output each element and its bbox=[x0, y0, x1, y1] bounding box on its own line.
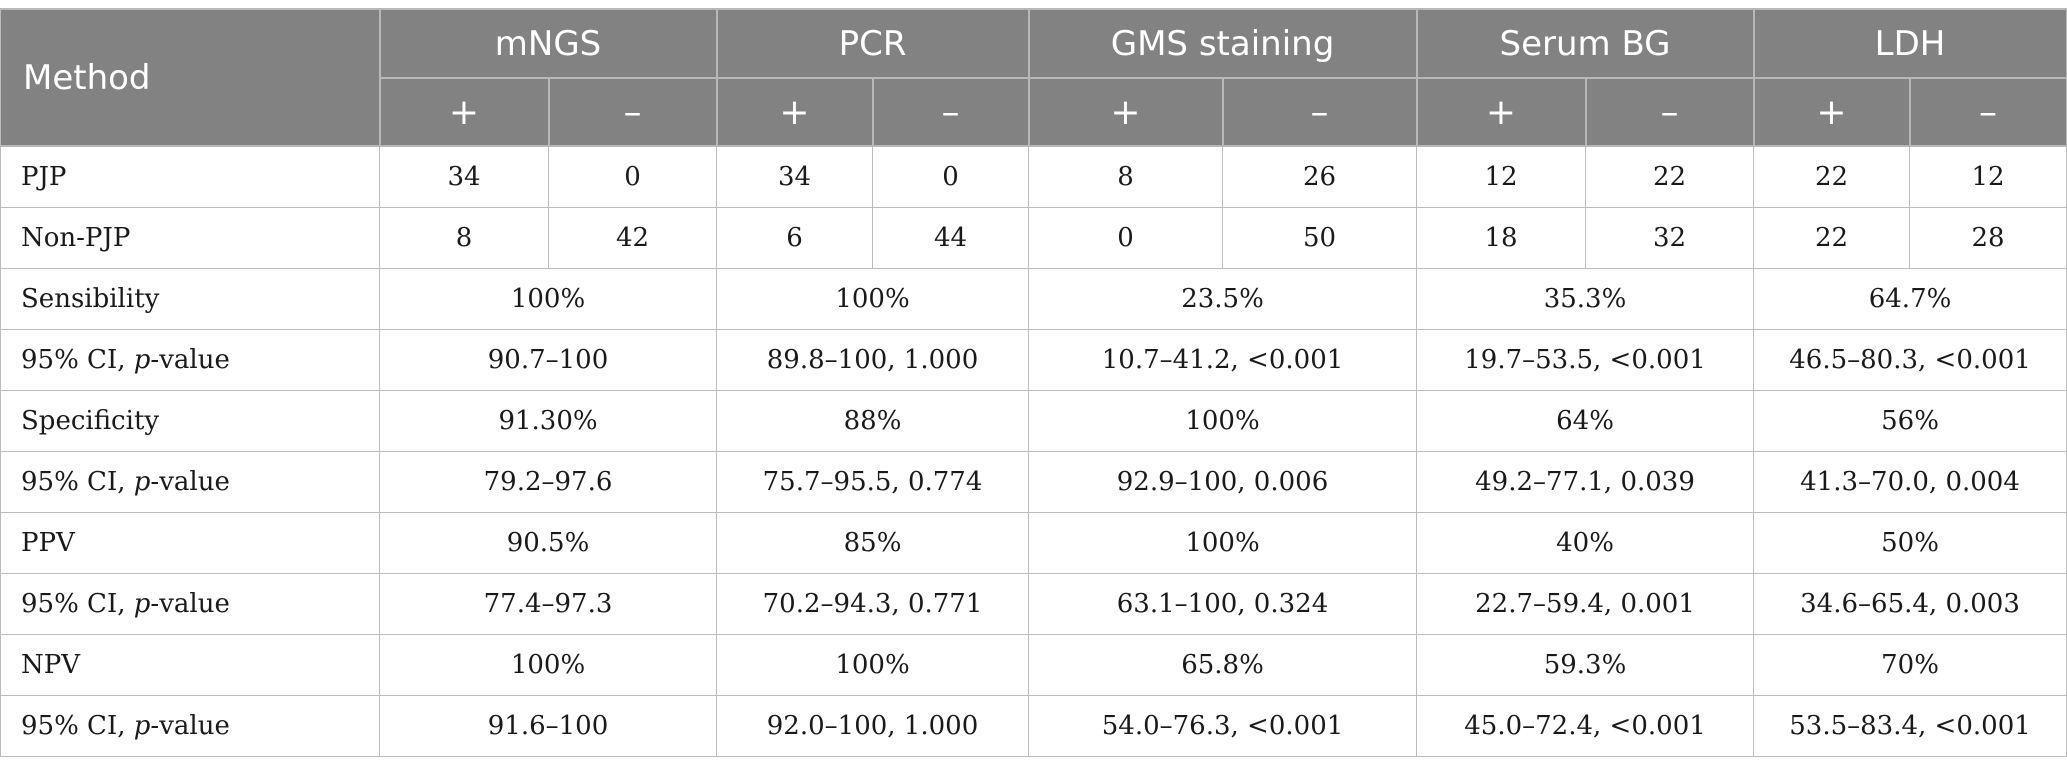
table-cell: 23.5% bbox=[1028, 268, 1418, 330]
table-cell: 8 bbox=[379, 207, 549, 269]
table-cell: 90.7–100 bbox=[378, 329, 718, 391]
table-cell: 91.30% bbox=[378, 390, 718, 452]
table-cell: 22.7–59.4, 0.001 bbox=[1416, 573, 1755, 635]
table-row: NPV 100% 100% 65.8% 59.3% 70% bbox=[0, 634, 2067, 696]
method-header-ldh: LDH bbox=[1752, 8, 2067, 79]
diagnostic-performance-table: Method mNGS PCR GMS staining Serum BG LD… bbox=[0, 8, 2067, 757]
row-label: Sensibility bbox=[0, 268, 380, 330]
table-cell: 75.7–95.5, 0.774 bbox=[716, 451, 1030, 513]
row-label: 95% CI, p-value bbox=[0, 329, 380, 391]
table-cell: 100% bbox=[716, 634, 1030, 696]
table-cell: 100% bbox=[378, 268, 718, 330]
table-cell: 89.8–100, 1.000 bbox=[716, 329, 1030, 391]
table-row: Sensibility 100% 100% 23.5% 35.3% 64.7% bbox=[0, 268, 2067, 330]
plus-subheader: + bbox=[379, 77, 550, 147]
table-row: 95% CI, p-value 77.4–97.3 70.2–94.3, 0.7… bbox=[0, 573, 2067, 635]
table-cell: 42 bbox=[547, 207, 718, 269]
row-label: Specificity bbox=[0, 390, 380, 452]
minus-subheader: – bbox=[1908, 77, 2067, 147]
table-cell: 34.6–65.4, 0.003 bbox=[1753, 573, 2067, 635]
minus-subheader: – bbox=[1221, 77, 1418, 147]
table-cell: 77.4–97.3 bbox=[378, 573, 718, 635]
table-cell: 64.7% bbox=[1753, 268, 2067, 330]
row-label: Non-PJP bbox=[0, 207, 380, 269]
method-column-header: Method bbox=[0, 8, 381, 147]
table-row: Specificity 91.30% 88% 100% 64% 56% bbox=[0, 390, 2067, 452]
table-cell: 49.2–77.1, 0.039 bbox=[1416, 451, 1755, 513]
table-cell: 91.6–100 bbox=[378, 695, 718, 757]
row-label: 95% CI, p-value bbox=[0, 695, 380, 757]
table-cell: 59.3% bbox=[1416, 634, 1755, 696]
table-cell: 45.0–72.4, <0.001 bbox=[1416, 695, 1755, 757]
table-cell: 92.0–100, 1.000 bbox=[716, 695, 1030, 757]
table-cell: 63.1–100, 0.324 bbox=[1028, 573, 1418, 635]
table-row: 95% CI, p-value 91.6–100 92.0–100, 1.000… bbox=[0, 695, 2067, 757]
minus-subheader: – bbox=[547, 77, 718, 147]
table-row: PPV 90.5% 85% 100% 40% 50% bbox=[0, 512, 2067, 574]
table-cell: 92.9–100, 0.006 bbox=[1028, 451, 1418, 513]
row-label: 95% CI, p-value bbox=[0, 451, 380, 513]
table-cell: 79.2–97.6 bbox=[378, 451, 718, 513]
table-cell: 0 bbox=[547, 145, 718, 208]
plus-subheader: + bbox=[1027, 77, 1224, 147]
table-cell: 70% bbox=[1753, 634, 2067, 696]
row-label: PJP bbox=[0, 145, 380, 208]
table-cell: 70.2–94.3, 0.771 bbox=[716, 573, 1030, 635]
table-body: PJP 34 0 34 0 8 26 12 22 22 12 Non-PJP 8… bbox=[0, 145, 2067, 757]
plus-subheader: + bbox=[715, 77, 874, 147]
table-cell: 8 bbox=[1028, 145, 1224, 208]
table-cell: 19.7–53.5, <0.001 bbox=[1416, 329, 1755, 391]
table-cell: 46.5–80.3, <0.001 bbox=[1753, 329, 2067, 391]
plus-subheader: + bbox=[1752, 77, 1911, 147]
table-cell: 34 bbox=[716, 145, 874, 208]
table-cell: 32 bbox=[1585, 207, 1755, 269]
table-cell: 100% bbox=[1028, 512, 1418, 574]
table-cell: 12 bbox=[1909, 145, 2067, 208]
row-label: NPV bbox=[0, 634, 380, 696]
row-label: 95% CI, p-value bbox=[0, 573, 380, 635]
table-cell: 22 bbox=[1753, 145, 1911, 208]
table-cell: 50 bbox=[1222, 207, 1418, 269]
table-cell: 0 bbox=[1028, 207, 1224, 269]
minus-subheader: – bbox=[871, 77, 1030, 147]
table-cell: 53.5–83.4, <0.001 bbox=[1753, 695, 2067, 757]
table-cell: 12 bbox=[1416, 145, 1587, 208]
table-cell: 88% bbox=[716, 390, 1030, 452]
table-cell: 56% bbox=[1753, 390, 2067, 452]
table-row: 95% CI, p-value 79.2–97.6 75.7–95.5, 0.7… bbox=[0, 451, 2067, 513]
table-cell: 64% bbox=[1416, 390, 1755, 452]
table-cell: 0 bbox=[872, 145, 1030, 208]
table-cell: 65.8% bbox=[1028, 634, 1418, 696]
row-label: PPV bbox=[0, 512, 380, 574]
table-cell: 18 bbox=[1416, 207, 1587, 269]
table-cell: 100% bbox=[1028, 390, 1418, 452]
table-cell: 34 bbox=[379, 145, 549, 208]
table-cell: 100% bbox=[378, 634, 718, 696]
table-cell: 6 bbox=[716, 207, 874, 269]
plus-subheader: + bbox=[1415, 77, 1587, 147]
table-cell: 85% bbox=[716, 512, 1030, 574]
table-cell: 100% bbox=[716, 268, 1030, 330]
minus-subheader: – bbox=[1584, 77, 1755, 147]
table-cell: 26 bbox=[1222, 145, 1418, 208]
table-cell: 41.3–70.0, 0.004 bbox=[1753, 451, 2067, 513]
method-header-serum-bg: Serum BG bbox=[1415, 8, 1755, 79]
table-cell: 44 bbox=[872, 207, 1030, 269]
table-cell: 50% bbox=[1753, 512, 2067, 574]
table-cell: 54.0–76.3, <0.001 bbox=[1028, 695, 1418, 757]
table-row: Non-PJP 8 42 6 44 0 50 18 32 22 28 bbox=[0, 207, 2067, 269]
table-cell: 22 bbox=[1585, 145, 1755, 208]
method-header-mngs: mNGS bbox=[378, 8, 718, 79]
table-cell: 40% bbox=[1416, 512, 1755, 574]
method-header-pcr: PCR bbox=[715, 8, 1030, 79]
table-cell: 90.5% bbox=[378, 512, 718, 574]
table-row: PJP 34 0 34 0 8 26 12 22 22 12 bbox=[0, 145, 2067, 208]
table-header: Method mNGS PCR GMS staining Serum BG LD… bbox=[0, 8, 2067, 147]
table-cell: 10.7–41.2, <0.001 bbox=[1028, 329, 1418, 391]
table-cell: 22 bbox=[1753, 207, 1911, 269]
method-header-gms-staining: GMS staining bbox=[1027, 8, 1418, 79]
table-row: 95% CI, p-value 90.7–100 89.8–100, 1.000… bbox=[0, 329, 2067, 391]
table-cell: 28 bbox=[1909, 207, 2067, 269]
table-cell: 35.3% bbox=[1416, 268, 1755, 330]
